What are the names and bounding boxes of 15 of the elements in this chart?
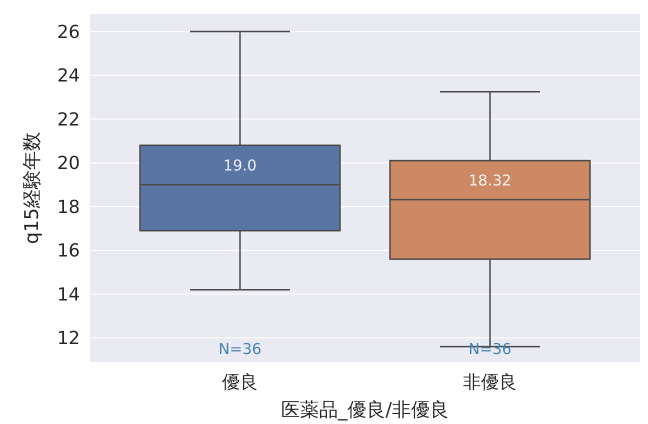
- y-tick-label: 18: [57, 196, 80, 218]
- y-tick-label: 22: [57, 109, 80, 130]
- annotation: N=36: [218, 340, 262, 358]
- y-tick-label: 26: [57, 22, 80, 43]
- y-tick-label: 12: [57, 328, 80, 350]
- y-axis-title: q15経験年数: [21, 132, 43, 244]
- y-tick-label: 16: [57, 240, 80, 262]
- x-tick-label: 非優良: [463, 372, 517, 393]
- x-tick-label: 優良: [222, 372, 258, 393]
- annotation: 18.32: [468, 172, 512, 190]
- y-tick-label: 14: [57, 284, 80, 306]
- annotation: 19.0: [223, 156, 257, 175]
- y-tick-label: 24: [57, 66, 80, 87]
- x-axis-title: 医薬品_優良/非優良: [281, 399, 449, 421]
- y-tick-label: 20: [57, 153, 80, 174]
